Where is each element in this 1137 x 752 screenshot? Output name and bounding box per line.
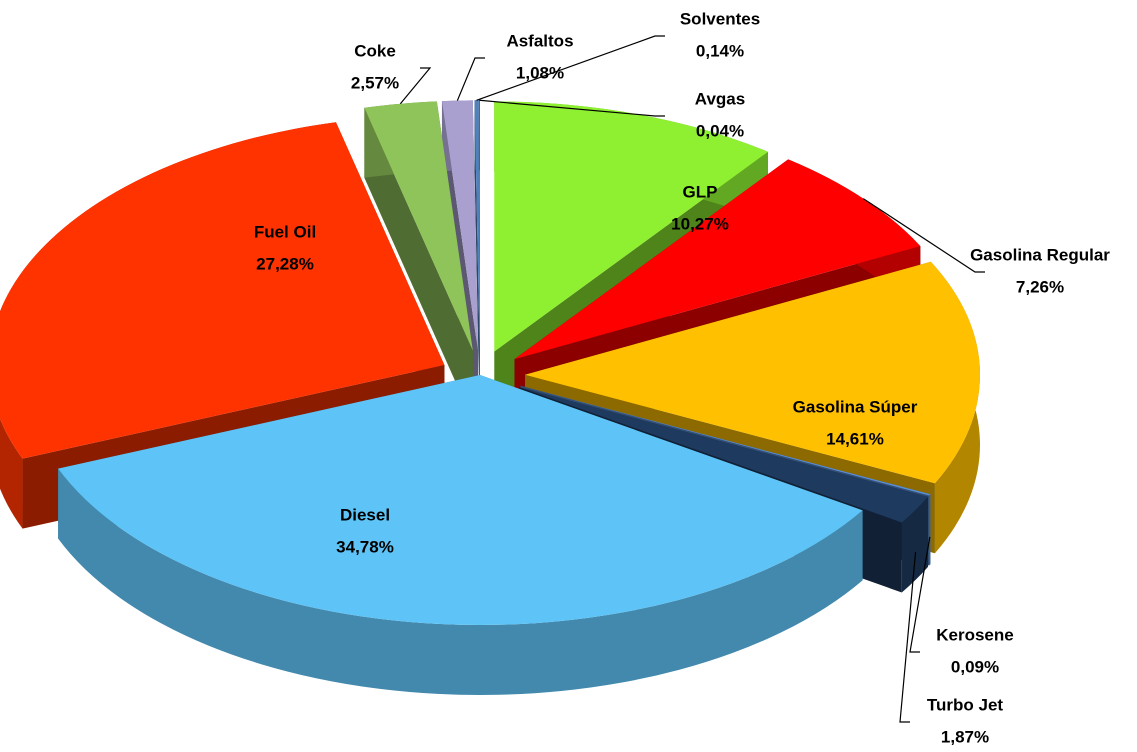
value-label: 27,28% <box>256 254 314 273</box>
leader-line <box>399 67 432 105</box>
slice-label: Diesel <box>340 505 390 524</box>
slice <box>441 100 478 351</box>
slice-group <box>364 101 473 421</box>
slice-label: Avgas <box>695 89 745 108</box>
slice-label: Gasolina Súper <box>793 397 918 416</box>
slice <box>524 261 980 484</box>
slice <box>0 122 445 459</box>
slice <box>364 101 473 351</box>
slice <box>494 101 768 352</box>
slice-side <box>58 468 863 695</box>
leader-line <box>476 35 665 101</box>
value-label: 0,14% <box>696 41 744 60</box>
slice <box>58 375 863 625</box>
value-label: 1,87% <box>941 727 989 746</box>
leader-line <box>479 99 665 117</box>
slice-group <box>474 100 480 421</box>
slice-side <box>478 100 480 421</box>
slice-side <box>364 107 473 421</box>
value-label: 2,57% <box>351 73 399 92</box>
slice-side <box>901 496 929 593</box>
slice-label: GLP <box>683 182 718 201</box>
value-label: 34,78% <box>336 537 394 556</box>
slice-group <box>478 100 480 421</box>
slice-label: Turbo Jet <box>927 695 1004 714</box>
leader-line <box>456 57 485 101</box>
slice-label: Fuel Oil <box>254 222 316 241</box>
slice-group <box>58 375 863 695</box>
leader-line <box>862 198 985 273</box>
slice <box>474 100 480 351</box>
slice <box>514 159 921 360</box>
slice <box>478 100 480 351</box>
leader-line <box>909 536 931 653</box>
slice <box>520 385 931 496</box>
slice-label: Kerosene <box>936 625 1013 644</box>
slice-label: Solventes <box>680 9 760 28</box>
slice-label: Gasolina Regular <box>970 245 1110 264</box>
value-label: 1,08% <box>516 63 564 82</box>
slice-side <box>929 494 931 566</box>
value-label: 0,04% <box>696 121 744 140</box>
value-label: 10,27% <box>671 214 729 233</box>
slice-label: Asfaltos <box>506 31 573 50</box>
leader-line <box>899 551 917 723</box>
slice <box>519 387 929 523</box>
value-label: 14,61% <box>826 429 884 448</box>
value-label: 7,26% <box>1016 277 1064 296</box>
value-label: 0,09% <box>951 657 999 676</box>
slice-side <box>474 100 480 421</box>
slice-label: Coke <box>354 41 396 60</box>
